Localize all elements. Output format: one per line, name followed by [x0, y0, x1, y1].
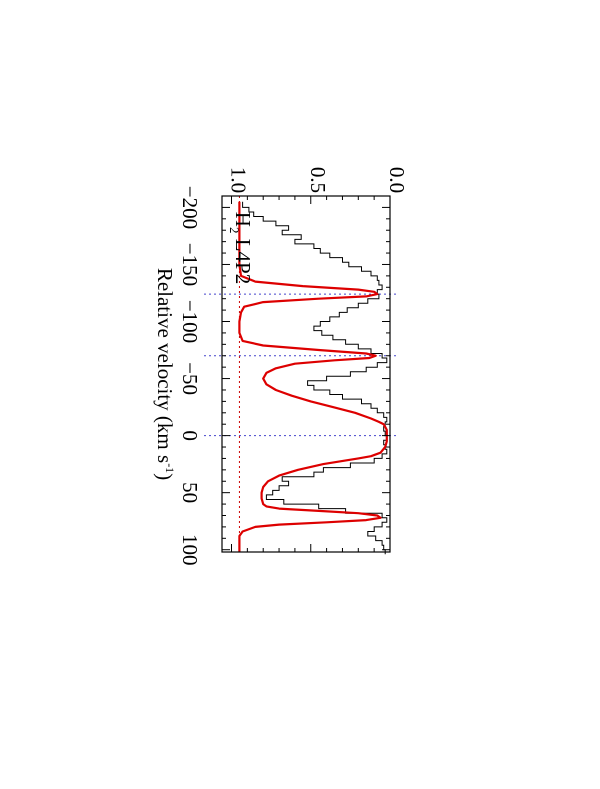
y-tick-label: 0.0 [385, 167, 409, 193]
annotation-transition: L4P2 [231, 233, 255, 284]
annotation-subscript: 2 [227, 227, 242, 234]
model-fit-line [238, 201, 388, 552]
x-tick-label: −100 [178, 300, 202, 343]
x-tick-label: −50 [178, 362, 202, 395]
y-tick-label: 1.0 [227, 167, 251, 193]
tick-labels: −200 −150 −100 −50 0 50 100 0.0 0.5 1.0 [178, 167, 409, 566]
line-annotation: H2 L4P2 [227, 212, 255, 284]
svg-text:H2 L4P2: H2 L4P2 [227, 212, 255, 284]
svg-text:Relative velocity (km s-1): Relative velocity (km s-1) [153, 268, 177, 480]
annotation-species: H [231, 212, 255, 227]
plot-frame [221, 195, 391, 553]
x-axis-label-main: Relative velocity (km s [153, 268, 177, 463]
y-tick-label: 0.5 [306, 167, 330, 193]
x-tick-label: −150 [178, 243, 202, 286]
x-tick-label: 0 [178, 430, 202, 441]
x-axis-label-unit-exponent: -1 [163, 463, 177, 473]
x-tick-label: −200 [178, 186, 202, 229]
x-axis-label: Relative velocity (km s-1) [153, 268, 177, 480]
x-axis-label-close: ) [153, 473, 177, 480]
axis-ticks [222, 196, 391, 552]
x-tick-label: 100 [178, 534, 202, 566]
data-histogram-line [242, 201, 388, 555]
x-tick-label: 50 [178, 482, 202, 503]
